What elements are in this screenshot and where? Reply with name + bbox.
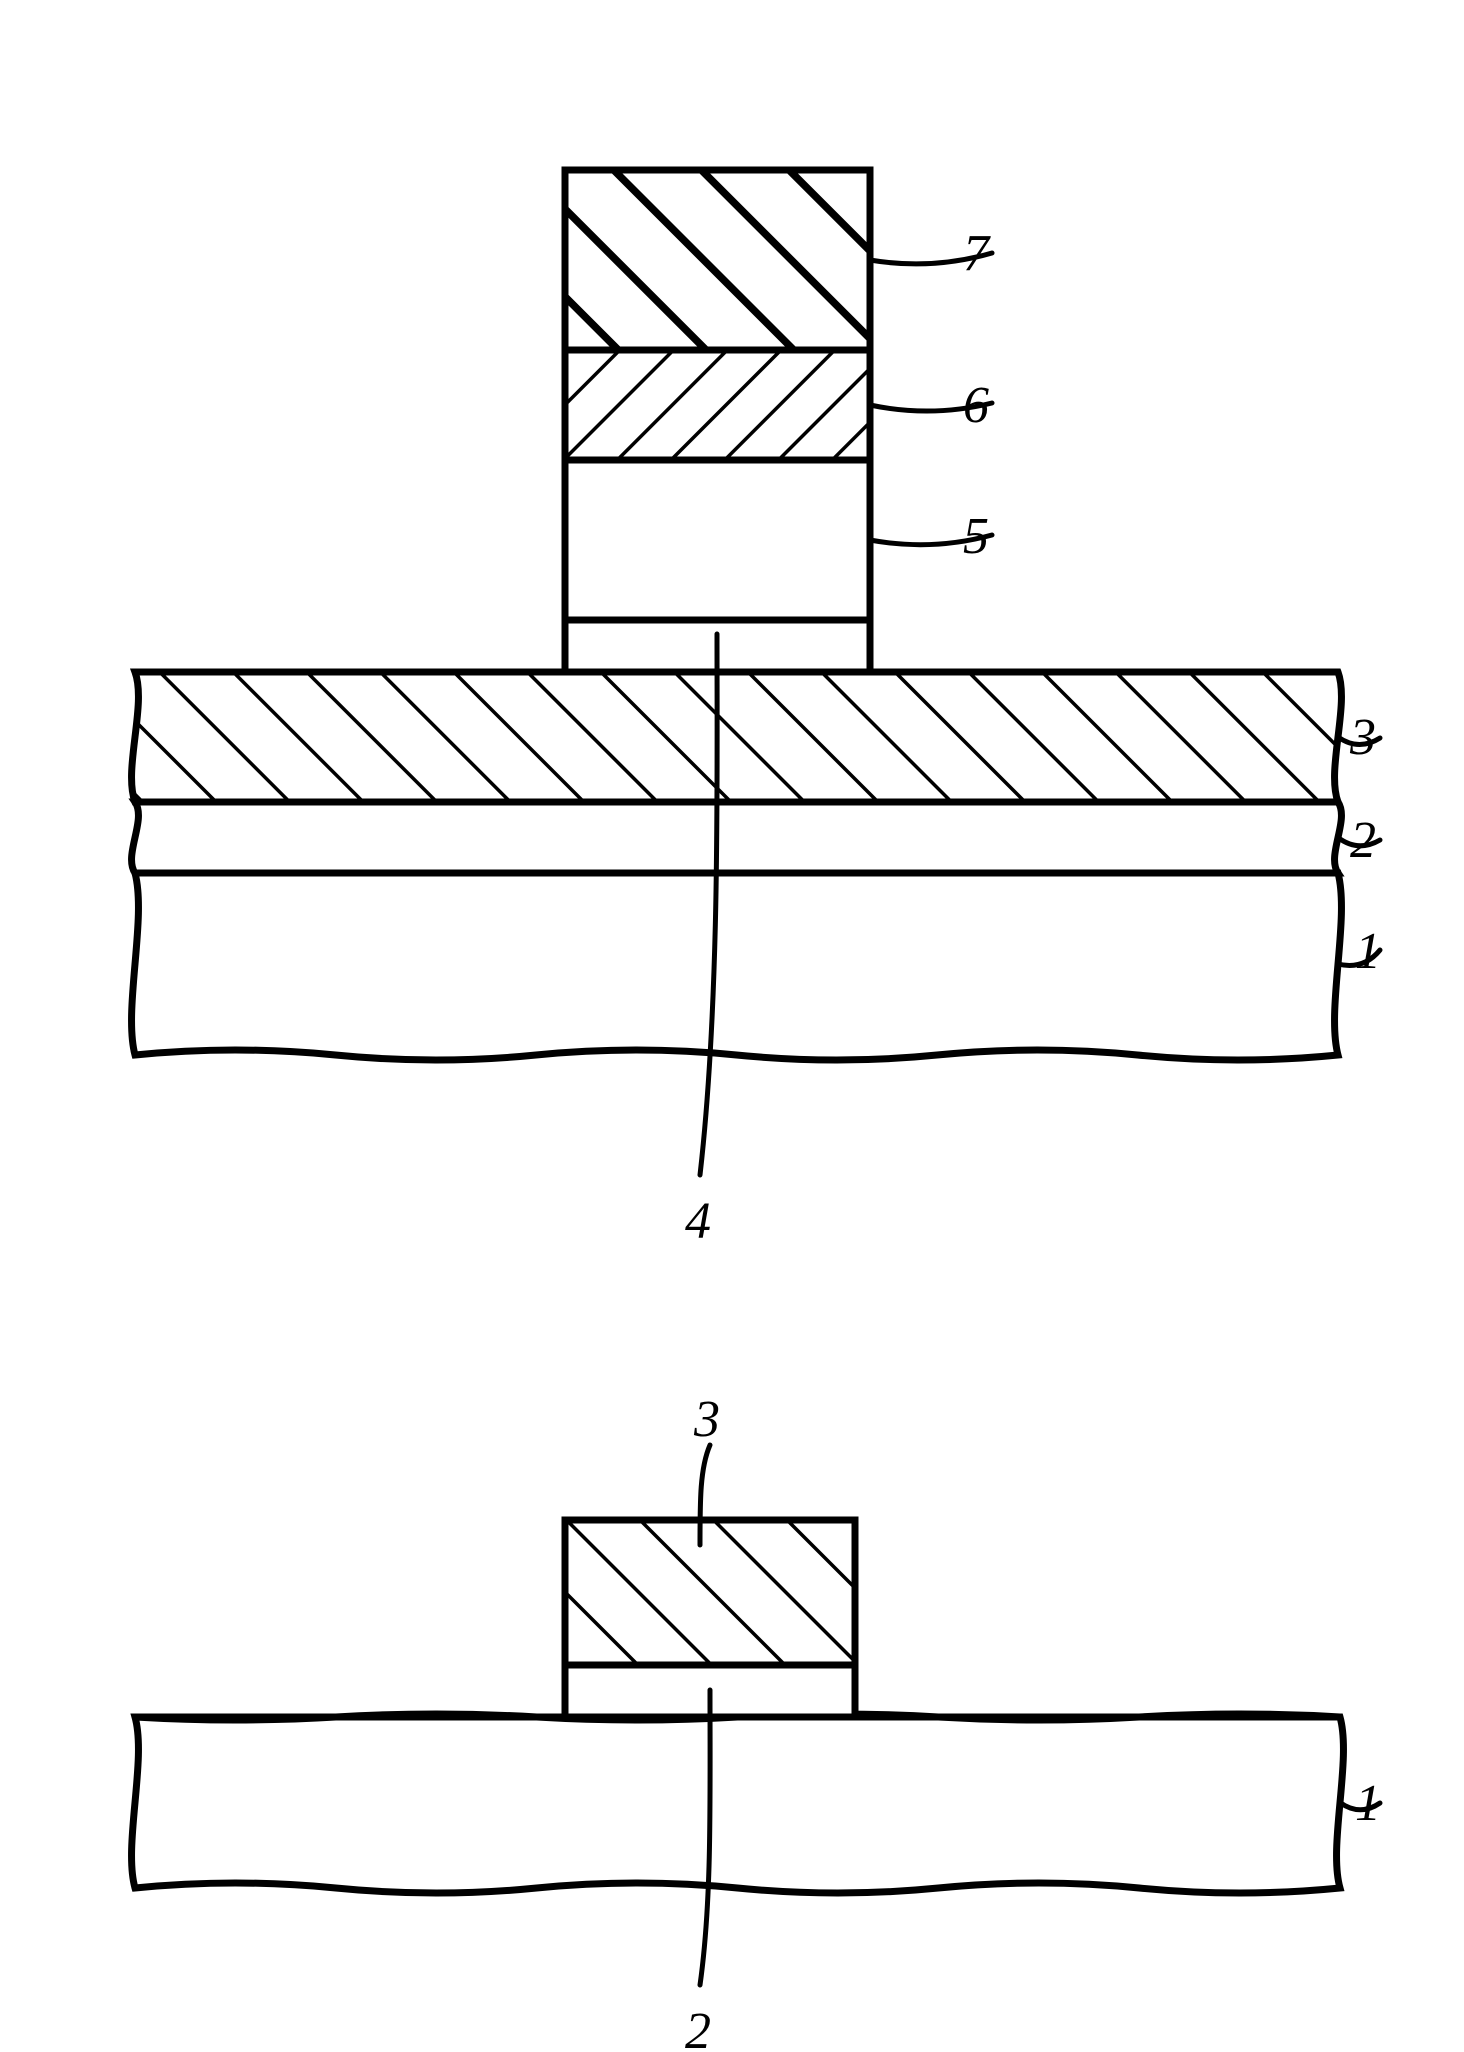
top-label-2: 2 (1350, 812, 1376, 869)
top-layer-1 (132, 873, 1342, 1060)
top-layer-7 (565, 170, 870, 350)
top-label-5: 5 (963, 508, 989, 565)
top-label-1: 1 (1355, 923, 1381, 980)
top-label-7: 7 (963, 225, 991, 282)
bottom-label-2: 2 (685, 2003, 711, 2052)
bottom-layer-3 (565, 1520, 855, 1665)
bottom-layer-1 (132, 1717, 1344, 1893)
top-label-4: 4 (685, 1193, 711, 1250)
bottom-label-1: 1 (1355, 1775, 1381, 1832)
top-layer-2 (132, 802, 1342, 873)
bottom-label-3: 3 (693, 1391, 720, 1448)
top-layer-3 (132, 672, 1342, 802)
top-layer-6 (565, 350, 870, 460)
top-label-3: 3 (1349, 709, 1376, 766)
top-label-6: 6 (963, 377, 989, 434)
